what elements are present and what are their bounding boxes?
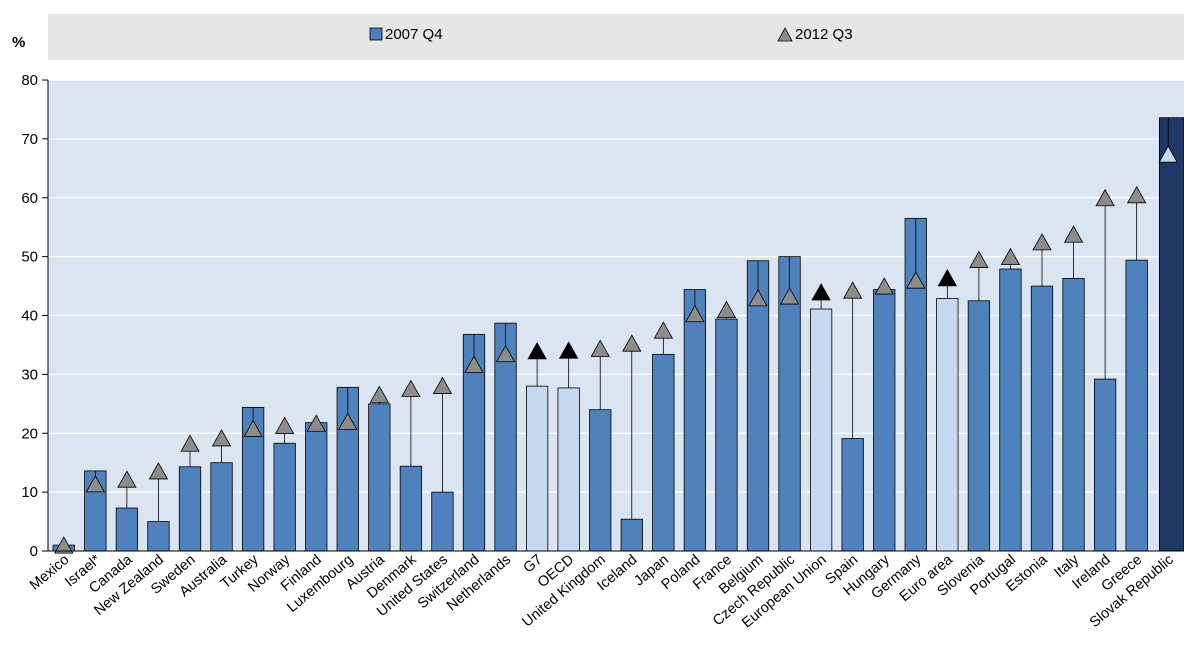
data-marks (52, 117, 1184, 554)
y-tick-label: 80 (21, 72, 38, 89)
bar-2007q4 (178, 466, 202, 552)
triangle-2012q3 (874, 277, 894, 295)
bar-2007q4 (399, 465, 423, 552)
legend-bar-swatch (369, 27, 383, 41)
bar-2007q4 (525, 385, 549, 552)
triangle-2012q3 (464, 355, 484, 373)
y-axis-unit-label: % (12, 34, 25, 51)
bar-2007q4 (115, 507, 139, 552)
bar-2007q4 (589, 409, 612, 552)
bar-2007q4 (1030, 285, 1054, 552)
bar-2007q4 (1158, 117, 1184, 552)
triangle-2012q3 (85, 475, 106, 493)
bar-2007q4 (431, 491, 454, 552)
bar-2007q4 (715, 318, 738, 552)
legend-series-2-label: 2012 Q3 (795, 26, 853, 43)
triangle-2012q3 (1095, 188, 1115, 207)
legend-series-1-label: 2007 Q4 (385, 26, 443, 43)
triangle-2012q3 (1000, 247, 1021, 266)
y-tick-label: 30 (21, 366, 38, 383)
triangle-2012q3 (527, 342, 547, 360)
triangle-2012q3 (401, 379, 421, 397)
triangle-2012q3 (117, 470, 137, 488)
bar-2007q4 (809, 308, 833, 552)
triangle-2012q3 (685, 304, 705, 323)
y-tick-label: 70 (21, 131, 38, 148)
triangle-2012q3 (653, 321, 674, 339)
triangle-2012q3 (180, 434, 200, 452)
bar-2007q4 (147, 521, 170, 552)
bar-2007q4 (999, 268, 1022, 552)
bar-2007q4 (967, 300, 991, 552)
bar-2007q4 (273, 442, 296, 552)
triangle-2012q3 (54, 536, 74, 554)
triangle-2012q3 (369, 385, 390, 403)
y-tick-label: 20 (21, 425, 38, 442)
bar-2007q4 (652, 353, 675, 552)
triangle-2012q3 (243, 419, 263, 437)
legend: 2007 Q4 2012 Q3 (369, 26, 853, 43)
triangle-2012q3 (306, 414, 326, 432)
triangle-2012q3 (906, 271, 926, 289)
bar-2007q4 (683, 289, 707, 552)
bar-2007q4 (873, 289, 896, 552)
y-tick-label: 50 (21, 249, 38, 266)
triangle-2012q3 (590, 339, 610, 357)
bar-2007q4 (305, 422, 328, 552)
triangle-2012q3 (274, 416, 295, 434)
bar-2007q4 (620, 518, 643, 552)
y-axis-ticks: 0 10 20 30 40 50 60 70 80 (21, 72, 48, 560)
triangle-2012q3 (432, 376, 453, 394)
triangle-2012q3 (495, 344, 516, 363)
bar-2007q4 (1062, 278, 1085, 552)
triangle-2012q3 (937, 269, 958, 287)
bar-2007q4 (841, 438, 864, 552)
bar-2007q4 (1093, 378, 1117, 552)
triangle-2012q3 (1158, 145, 1178, 163)
y-tick-label: 0 (30, 543, 38, 560)
bar-2007q4 (1125, 259, 1148, 552)
triangle-2012q3 (842, 281, 863, 299)
triangle-2012q3 (338, 412, 358, 430)
triangle-2012q3 (1063, 225, 1084, 243)
triangle-2012q3 (211, 429, 232, 447)
triangle-2012q3 (148, 462, 169, 480)
triangle-2012q3 (1126, 185, 1147, 204)
y-tick-label: 60 (21, 190, 38, 207)
y-tick-label: 40 (21, 308, 38, 325)
legend-triangle-swatch (777, 27, 793, 42)
triangle-2012q3 (716, 300, 737, 319)
gridlines (48, 79, 1184, 493)
triangle-2012q3 (1032, 233, 1052, 251)
triangle-2012q3 (622, 334, 642, 352)
bar-2007q4 (936, 298, 959, 552)
legend-background (48, 14, 1184, 60)
triangle-2012q3 (811, 283, 831, 301)
y-tick-label: 10 (21, 484, 38, 501)
bar-2007q4 (368, 403, 391, 552)
triangle-2012q3 (969, 250, 989, 268)
triangle-2012q3 (748, 289, 768, 307)
triangle-2012q3 (779, 287, 800, 305)
triangle-2012q3 (558, 341, 579, 359)
bar-2007q4 (557, 387, 580, 552)
bar-2007q4 (210, 462, 233, 552)
